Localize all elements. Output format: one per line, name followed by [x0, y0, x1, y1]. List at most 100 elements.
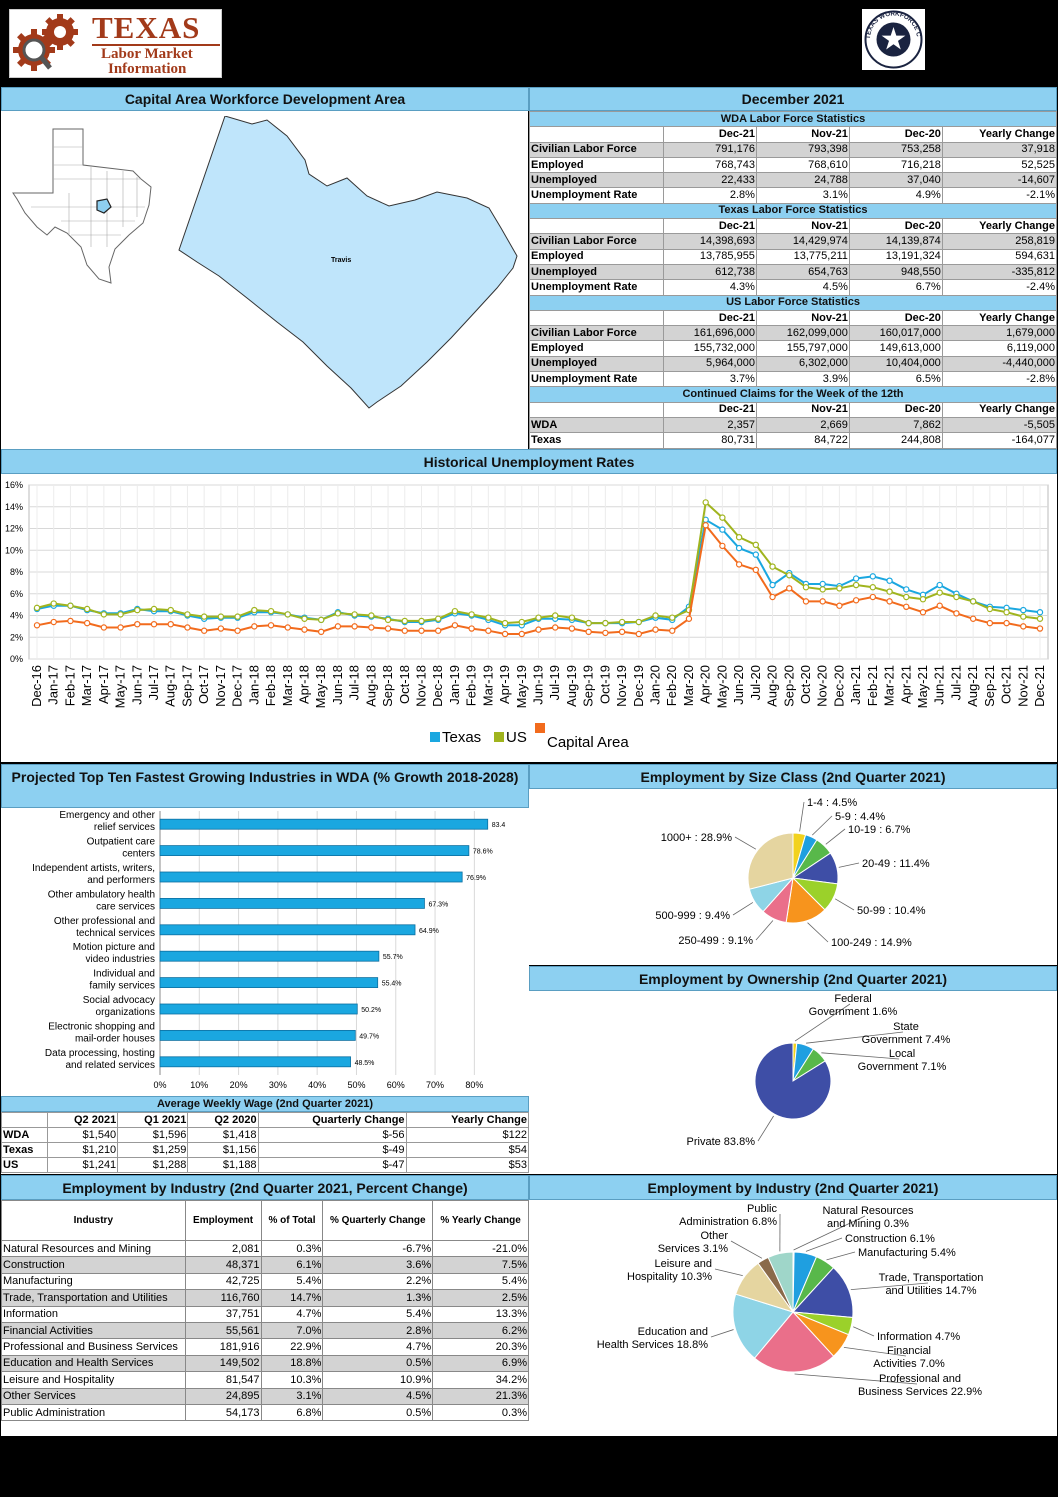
value-cell: 3.9% [755, 371, 850, 388]
pie-label: Education and [638, 1326, 708, 1338]
x-tick-label: 70% [426, 1080, 444, 1090]
row-label: Employed [529, 340, 664, 357]
industry-row: Leisure and Hospitality 81,547 10.3% 10.9% 3… [1, 1371, 529, 1389]
pie-label: Government 7.1% [858, 1061, 947, 1073]
value-cell: 2.8% [322, 1321, 434, 1340]
category-label: Other ambulatory health [48, 889, 155, 900]
data-point [769, 581, 776, 589]
value-cell: 24,895 [184, 1387, 262, 1405]
pie-label: Professional and [879, 1373, 961, 1385]
leader-line [793, 1215, 866, 1251]
size-pie-panel: 1-4 : 4.5% 5-9 : 4.4% 10-19 : 6.7% 20-49 : … [529, 789, 1057, 965]
category-label: Emergency and other [59, 810, 155, 821]
data-point [852, 597, 860, 604]
value-cell: 4.9% [848, 187, 943, 204]
value-cell: 18.8% [260, 1354, 324, 1373]
x-tick-label: 80% [465, 1080, 483, 1090]
wage-title: Average Weekly Wage (2nd Quarter 2021) [1, 1096, 529, 1112]
value-cell: 6.8% [260, 1403, 324, 1422]
bar [159, 950, 380, 962]
historical-chart-panel: 0% 2% 4% 6% 8% 10% 12% 14% 16% Dec-16 Jan-17 Feb-17… [1, 474, 1057, 762]
data-point [735, 561, 743, 568]
value-cell: 20.3% [432, 1338, 529, 1356]
data-label: 67.3% [428, 901, 448, 908]
column-header [529, 218, 664, 235]
column-header: Yearly Change [405, 1112, 530, 1128]
wage-table: Q2 2021 Q1 2021 Q2 2020 Quarterly Change Yea… [1, 1112, 530, 1173]
labor-table-row: Unemployed 22,433 24,788 37,040 -14,607 [529, 172, 1058, 189]
category-label: Individual and [93, 969, 155, 980]
x-tick-label: Jul-20 [748, 665, 763, 700]
x-tick-label: Sep-19 [581, 665, 596, 707]
x-tick-label: Nov-19 [614, 665, 629, 707]
data-point [552, 624, 559, 631]
data-point [50, 600, 57, 607]
x-tick-label: Apr-17 [96, 665, 111, 704]
data-point [652, 626, 659, 633]
x-tick-label: Dec-21 [1032, 665, 1047, 707]
value-cell: 716,218 [848, 156, 943, 174]
x-tick-label: Nov-20 [815, 665, 830, 707]
labor-table-title: WDA Labor Force Statistics [529, 110, 1057, 128]
value-cell: -335,812 [941, 263, 1058, 281]
data-label: 78.6% [473, 849, 493, 856]
industry-table-title: Employment by Industry (2nd Quarter 2021… [1, 1175, 529, 1200]
row-label: Unemployed [529, 172, 664, 189]
pie-label: Government 7.4% [862, 1034, 951, 1046]
labor-table-title-row: US Labor Force Statistics [529, 294, 1057, 311]
labor-table-row: Unemployed 5,964,000 6,302,000 10,404,000 -4… [529, 355, 1058, 373]
pie-slice [754, 1042, 832, 1120]
category-label: centers [122, 849, 155, 860]
column-header: Quarterly Change [257, 1112, 407, 1128]
data-point [652, 612, 659, 619]
legend-label: Texas [442, 729, 481, 746]
leader-line [757, 1115, 774, 1142]
pie-label: Financial [887, 1345, 931, 1357]
pie-label: and Mining 0.3% [827, 1218, 909, 1230]
industry-name: Leisure and Hospitality [1, 1371, 186, 1389]
x-tick-label: Jul-18 [347, 665, 362, 700]
value-cell: 160,017,000 [848, 325, 943, 342]
data-point [836, 602, 843, 609]
value-cell: 5.4% [322, 1305, 434, 1323]
x-tick-label: Dec-17 [230, 665, 245, 707]
data-point [786, 585, 793, 592]
value-cell: 612,738 [663, 263, 757, 281]
column-header: Q2 2020 [187, 1112, 259, 1128]
x-tick-label: Jul-19 [547, 665, 562, 700]
value-cell: 54,173 [184, 1403, 262, 1422]
value-cell: 13.3% [432, 1305, 529, 1323]
industry-name: Education and Health Services [1, 1354, 186, 1373]
pie-label: 1000+ : 28.9% [661, 832, 732, 844]
value-cell: $-49 [257, 1142, 407, 1158]
data-point [401, 627, 408, 634]
data-point [251, 606, 258, 614]
data-point [150, 605, 158, 613]
data-point [518, 630, 525, 638]
y-tick-label: 16% [5, 480, 23, 490]
logo-title: TEXAS [92, 10, 201, 45]
value-cell: 149,502 [184, 1354, 262, 1373]
x-tick-label: Mar-17 [79, 665, 94, 706]
x-tick-label: Oct-17 [196, 665, 211, 704]
value-cell: 34.2% [432, 1371, 529, 1389]
pie-label: Activities 7.0% [873, 1358, 945, 1370]
data-point [752, 551, 760, 558]
row-label: Texas [1, 1142, 48, 1158]
data-point [33, 622, 41, 629]
industry-name: Other Services [1, 1387, 186, 1405]
pie-label: Private 83.8% [687, 1136, 756, 1148]
data-point [618, 628, 626, 636]
column-header: Dec-20 [848, 401, 943, 418]
value-cell: -164,077 [941, 432, 1058, 449]
growth-chart-panel: 0% 10% 20% 30% 40% 50% 60% 70% 80% 83.4 Emergency … [1, 808, 529, 1096]
value-cell: -4,440,000 [941, 355, 1058, 373]
category-label: Outpatient care [87, 837, 156, 848]
data-point [852, 581, 860, 589]
data-point [234, 613, 241, 620]
column-header: Yearly Change [941, 218, 1058, 235]
data-point [936, 589, 943, 596]
data-label: 49.7% [359, 1033, 379, 1040]
value-cell: 2,669 [755, 416, 850, 434]
data-point [1036, 625, 1044, 632]
